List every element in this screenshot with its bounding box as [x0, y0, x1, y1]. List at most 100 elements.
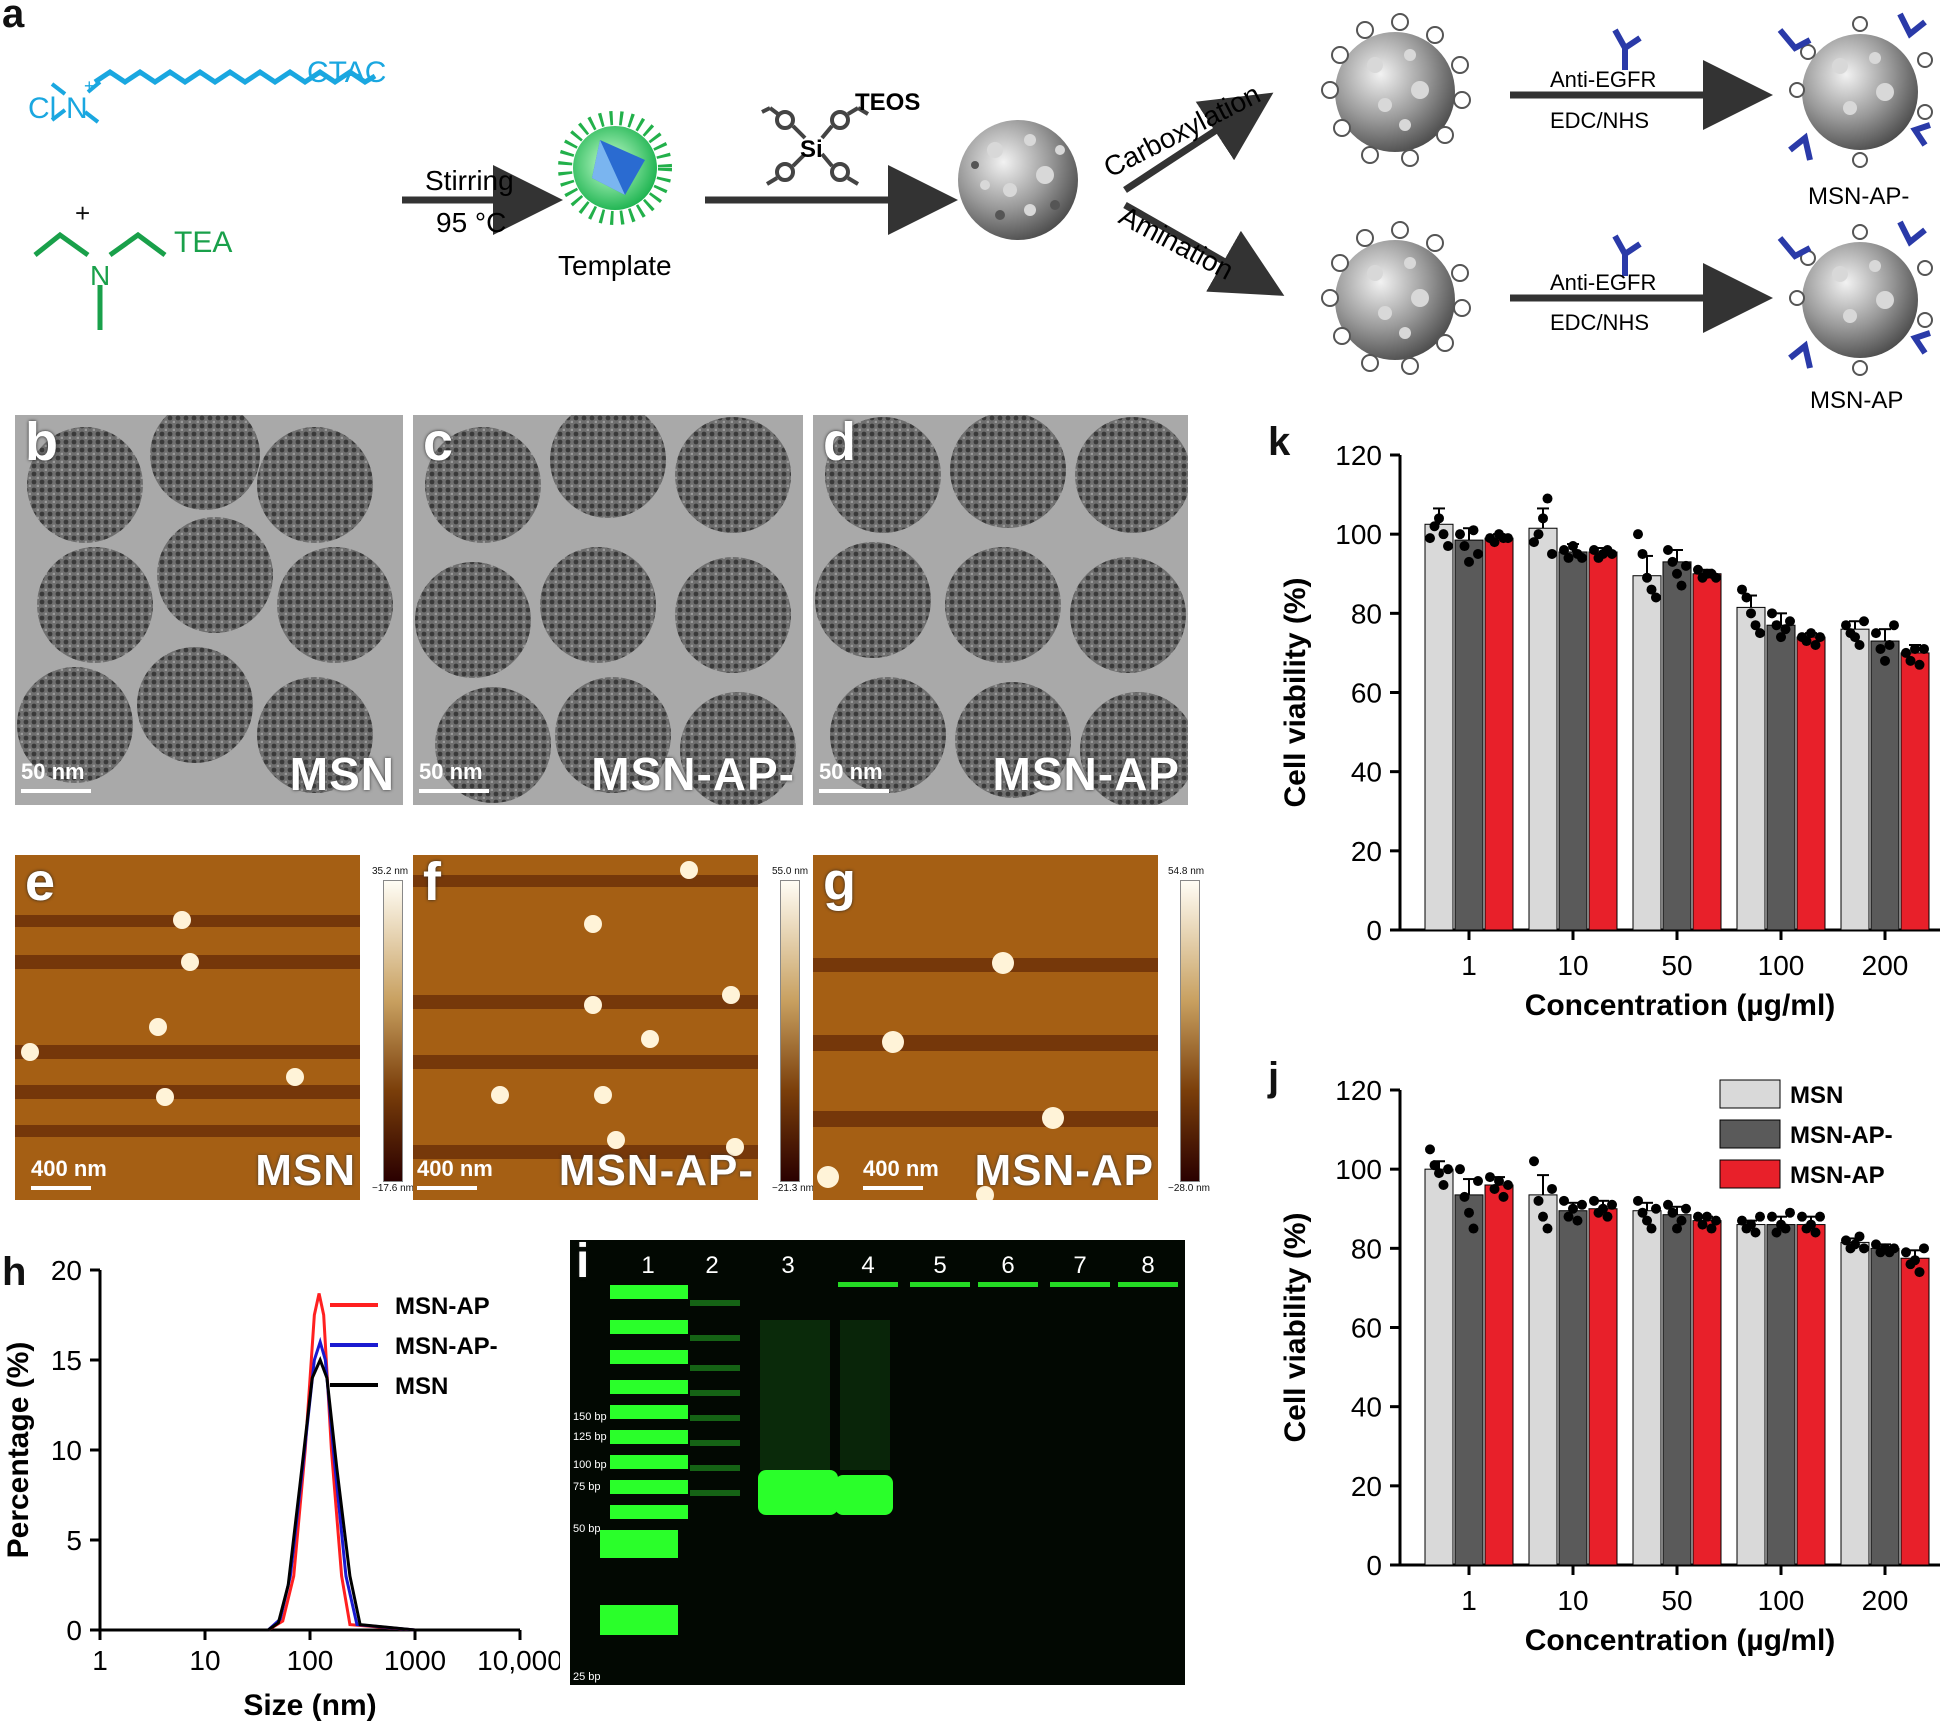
data-point [1494, 1176, 1504, 1187]
data-point [1854, 640, 1865, 650]
data-point [1651, 1203, 1661, 1214]
ladder-band [600, 1605, 678, 1635]
legend-label: MSN-AP- [395, 1333, 498, 1360]
bar [1454, 1194, 1484, 1566]
product-label-bottom: MSN-AP [1810, 387, 1903, 414]
colorbar-bottom-f: −21.3 nm [772, 1183, 814, 1194]
scale-text-e: 400 nm [31, 1156, 107, 1181]
data-point [1637, 548, 1648, 559]
ladder-label: 150 bp [573, 1411, 607, 1423]
data-point [1667, 1207, 1678, 1218]
bar [1588, 1208, 1618, 1566]
panel-label-d: d [823, 415, 856, 472]
faint-band [690, 1465, 740, 1471]
tea-molecule [33, 231, 167, 330]
data-point [1563, 1211, 1574, 1222]
data-point [1919, 643, 1929, 654]
y-tick-label: 0 [1366, 915, 1382, 946]
legend-swatch [1719, 1119, 1781, 1149]
bar [1662, 561, 1692, 931]
data-point [1785, 616, 1795, 627]
ctac-molecule [50, 68, 377, 124]
data-point [1737, 1215, 1747, 1226]
data-point [1785, 1207, 1795, 1218]
faint-band [690, 1490, 740, 1496]
data-point [1589, 545, 1599, 555]
data-point [1815, 632, 1825, 643]
data-point [1563, 552, 1574, 563]
x-tick-label: 50 [1661, 1585, 1692, 1616]
data-point [1443, 541, 1453, 552]
data-point [1841, 1235, 1851, 1246]
y-tick-label: 120 [1335, 1075, 1382, 1106]
scale-text-g: 400 nm [863, 1156, 939, 1181]
bar [1736, 1224, 1766, 1566]
data-point [1542, 1223, 1553, 1234]
data-point [1538, 513, 1548, 524]
panel-label-k: k [1268, 420, 1291, 464]
data-point [1455, 1164, 1465, 1175]
data-point [1633, 1195, 1643, 1206]
bar [1424, 523, 1454, 931]
data-point [1755, 1211, 1765, 1222]
colorbar-bottom-e: −17.6 nm [372, 1183, 414, 1194]
series-line [100, 1293, 520, 1632]
edc-nhs-label-top: EDC/NHS [1550, 108, 1649, 133]
afm-particles [413, 861, 758, 1159]
lane-number: 5 [933, 1252, 946, 1279]
silicon-label: Si [800, 136, 823, 163]
x-tick-label: 10 [1557, 950, 1588, 981]
x-tick-label: 200 [1862, 950, 1909, 981]
legend-label: MSN-AP [1790, 1162, 1885, 1189]
faint-band [690, 1440, 740, 1446]
bar [1632, 575, 1662, 931]
afm-label-msn: MSN [255, 1146, 356, 1195]
data-point [1746, 608, 1756, 619]
bar [1558, 1210, 1588, 1566]
data-point [1672, 568, 1682, 579]
viability-chart-j: 0 20 40 60 80 100 120 Cell viability (%) Concent… [1279, 1075, 1940, 1657]
sample-smear [840, 1320, 890, 1470]
data-point [1905, 655, 1916, 666]
ladder-band [600, 1530, 678, 1558]
data-point [1859, 616, 1869, 627]
data-point [1438, 1180, 1449, 1190]
y-tick-label: 20 [1351, 1471, 1382, 1502]
data-point [1681, 560, 1691, 571]
faint-band [690, 1390, 740, 1396]
lane-number: 2 [705, 1252, 718, 1279]
lane-number: 8 [1141, 1252, 1154, 1279]
afm-particles [813, 952, 1158, 1200]
bar [1796, 636, 1826, 931]
scale-text-f: 400 nm [417, 1156, 493, 1181]
data-point [1771, 1227, 1782, 1238]
data-point [1676, 1215, 1687, 1226]
scale-bar-b [21, 789, 91, 793]
sample-band [835, 1475, 893, 1515]
data-point [1489, 537, 1500, 548]
data-point [1914, 1267, 1925, 1278]
bar [1692, 573, 1722, 931]
bar [1900, 1257, 1930, 1566]
data-point [1438, 529, 1449, 540]
panel-label-e: e [25, 855, 56, 912]
x-tick-label: 10,000 [477, 1645, 560, 1676]
teos-molecule [761, 106, 870, 186]
data-point [1884, 640, 1895, 650]
data-point [1425, 1144, 1435, 1155]
colorbar-f [780, 880, 800, 1182]
faint-band [690, 1415, 740, 1421]
colorbar-top-e: 35.2 nm [372, 866, 409, 877]
data-point [1547, 1183, 1557, 1194]
data-point [1459, 1191, 1470, 1202]
bar [1870, 640, 1900, 931]
data-point [1443, 1164, 1453, 1175]
product-label-top: MSN-AP- [1808, 183, 1909, 210]
well-band [978, 1282, 1038, 1287]
data-point [1568, 541, 1578, 552]
data-point [1559, 545, 1569, 555]
x-tick-label: 200 [1862, 1585, 1909, 1616]
data-point [1871, 628, 1881, 639]
y-tick-label: 60 [1351, 1313, 1382, 1344]
data-point [1464, 556, 1474, 567]
